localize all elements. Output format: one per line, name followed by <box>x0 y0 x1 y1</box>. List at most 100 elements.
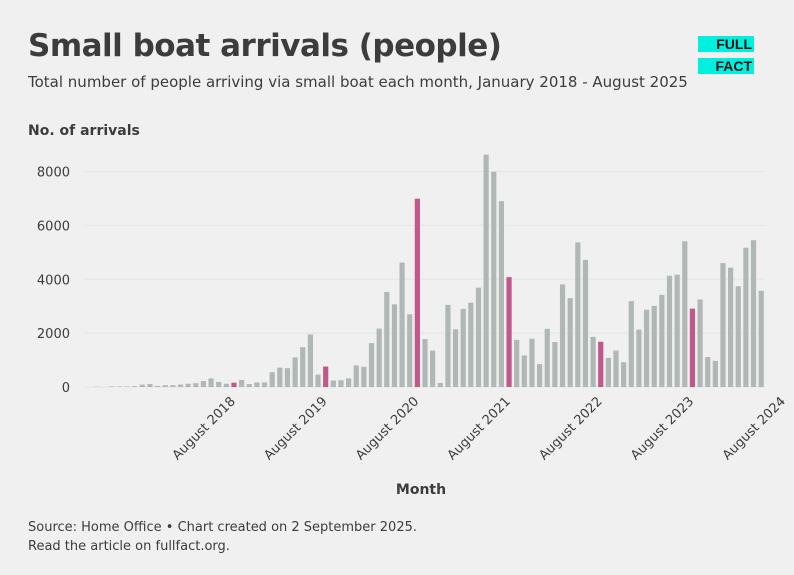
bar[interactable] <box>682 241 688 387</box>
bar[interactable] <box>361 366 367 387</box>
bar[interactable] <box>720 263 726 387</box>
bar[interactable] <box>338 380 344 387</box>
bar[interactable] <box>437 382 443 387</box>
bar[interactable] <box>460 308 466 387</box>
x-tick-label: August 2022 <box>536 394 605 463</box>
bar[interactable] <box>605 357 611 387</box>
bar[interactable] <box>514 339 520 387</box>
bar[interactable] <box>674 274 680 387</box>
bar[interactable] <box>643 309 650 387</box>
bar[interactable] <box>414 198 420 387</box>
logo-line-1: FULL <box>698 36 754 52</box>
y-tick-labels: 0 2000 4000 6000 8000 <box>37 166 70 396</box>
bar[interactable] <box>170 385 176 387</box>
bar[interactable] <box>254 382 260 387</box>
bar[interactable] <box>475 287 482 387</box>
bar[interactable] <box>422 339 428 387</box>
bar[interactable] <box>307 334 313 387</box>
bar[interactable] <box>666 275 673 387</box>
bar[interactable] <box>628 301 634 387</box>
bar[interactable] <box>506 277 512 387</box>
bar[interactable] <box>346 378 352 387</box>
bar[interactable] <box>582 259 589 387</box>
bar[interactable] <box>567 298 573 388</box>
bar[interactable] <box>200 381 207 387</box>
article-link[interactable]: Read the article on fullfact.org. <box>28 539 230 554</box>
bar[interactable] <box>277 367 283 387</box>
bar[interactable] <box>315 374 321 387</box>
bar[interactable] <box>728 267 734 387</box>
x-tick-label: August 2024 <box>720 394 789 463</box>
bar[interactable] <box>239 380 245 387</box>
bar[interactable] <box>758 290 764 387</box>
bar[interactable] <box>590 336 596 387</box>
x-axis-label: Month <box>396 482 446 498</box>
bar[interactable] <box>124 386 130 387</box>
bar[interactable] <box>529 338 535 387</box>
bar[interactable] <box>483 154 489 387</box>
bar[interactable] <box>132 386 138 387</box>
bar[interactable] <box>330 380 336 387</box>
bar[interactable] <box>659 294 665 387</box>
bar[interactable] <box>521 355 527 387</box>
bar[interactable] <box>537 364 543 387</box>
bar[interactable] <box>689 308 696 387</box>
bar[interactable] <box>116 386 122 387</box>
bar[interactable] <box>750 240 757 387</box>
bar[interactable] <box>391 304 398 387</box>
bar[interactable] <box>185 383 191 387</box>
bar[interactable] <box>468 302 474 387</box>
bar[interactable] <box>323 366 329 387</box>
bar[interactable] <box>162 385 168 387</box>
bar[interactable] <box>261 382 268 387</box>
bars <box>93 154 764 388</box>
bar[interactable] <box>208 378 214 387</box>
bar[interactable] <box>376 328 382 387</box>
footer: Source: Home Office • Chart created on 2… <box>28 518 417 556</box>
bar[interactable] <box>636 329 642 387</box>
bar[interactable] <box>292 357 298 388</box>
chart-title: Small boat arrivals (people) <box>28 28 502 64</box>
bar[interactable] <box>452 329 459 387</box>
x-tick-labels: August 2018 August 2019 August 2020 August … <box>170 394 789 463</box>
bar[interactable] <box>498 201 505 387</box>
bar[interactable] <box>651 305 657 387</box>
bar[interactable] <box>147 384 153 387</box>
bar[interactable] <box>353 365 359 387</box>
full-fact-logo[interactable]: FULL FACT <box>698 36 754 84</box>
bar[interactable] <box>231 382 237 387</box>
bar[interactable] <box>177 384 184 387</box>
bar[interactable] <box>552 342 558 387</box>
bar[interactable] <box>445 304 451 387</box>
bar[interactable] <box>139 384 145 387</box>
bar[interactable] <box>430 350 436 387</box>
bar[interactable] <box>705 357 711 387</box>
bar[interactable] <box>223 383 229 387</box>
bar[interactable] <box>613 350 619 387</box>
bar[interactable] <box>193 383 199 387</box>
bar[interactable] <box>284 368 291 387</box>
bar[interactable] <box>491 171 497 387</box>
bar[interactable] <box>300 347 306 387</box>
bar[interactable] <box>216 381 222 387</box>
bar[interactable] <box>368 343 375 387</box>
bar[interactable] <box>407 314 413 387</box>
bar[interactable] <box>246 384 252 387</box>
bar[interactable] <box>399 262 405 387</box>
bar[interactable] <box>697 299 703 387</box>
bar[interactable] <box>384 291 390 387</box>
bar[interactable] <box>154 385 161 387</box>
x-tick-label: August 2018 <box>170 394 239 463</box>
bar[interactable] <box>621 362 627 387</box>
bar[interactable] <box>735 286 741 387</box>
bar[interactable] <box>269 372 275 387</box>
bar[interactable] <box>743 247 749 387</box>
bar[interactable] <box>575 242 581 387</box>
bar[interactable] <box>544 328 550 387</box>
bar[interactable] <box>559 284 566 387</box>
bar[interactable] <box>109 386 115 387</box>
bar[interactable] <box>712 360 718 387</box>
bar[interactable] <box>598 341 604 387</box>
y-axis-label: No. of arrivals <box>28 123 140 139</box>
